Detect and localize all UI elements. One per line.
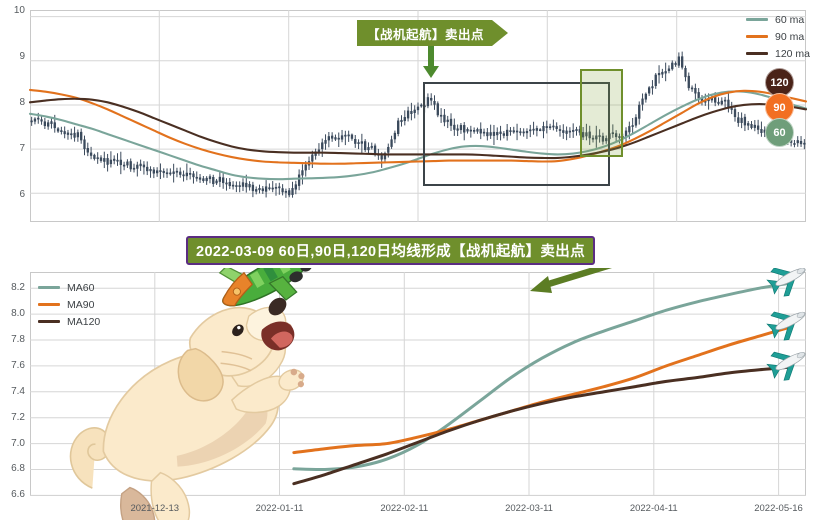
top-chart-legend: 60 ma 90 ma 120 ma — [746, 12, 810, 63]
bottom-xtick-0: 2021-12-13 — [130, 503, 180, 514]
legend-item-120ma: 120 ma — [746, 46, 810, 61]
bottom-ytick-7_8: 7.8 — [11, 333, 25, 345]
bottom-xtick-5: 2022-05-16 — [754, 503, 803, 514]
legend-label-120ma: 120 ma — [775, 47, 811, 60]
page-title-text: 2022-03-09 60日,90日,120日均线形成【战机起航】卖出点 — [196, 244, 586, 260]
ma-badge-90-label: 90 — [773, 101, 786, 114]
bottom-ytick-6_8: 6.8 — [11, 463, 25, 475]
bottom-xtick-4: 2022-04-11 — [629, 503, 678, 514]
bottom-xtick-3: 2022-03-11 — [505, 503, 553, 514]
legend-item-ma90: MA90 — [38, 297, 100, 312]
bottom-ytick-6_6: 6.6 — [11, 489, 25, 501]
sell-signal-banner: 【战机起航】卖出点 — [357, 20, 509, 46]
ma-badge-120-label: 120 — [770, 76, 789, 89]
bottom-xtick-1: 2022-01-11 — [255, 503, 304, 514]
legend-label-ma120: MA120 — [67, 315, 101, 328]
legend-item-90ma: 90 ma — [746, 29, 810, 44]
ma-badge-120: 120 — [765, 68, 794, 97]
legend-label-90ma: 90 ma — [775, 30, 805, 43]
bottom-ytick-8_2: 8.2 — [11, 282, 25, 294]
top-ytick-9: 9 — [19, 51, 25, 62]
legend-swatch-60ma — [746, 18, 768, 21]
bottom-ytick-7_2: 7.2 — [11, 411, 25, 423]
bottom-ma-chart-panel: MA60 MA90 MA120 6.6 6.8 7.0 7.2 7.4 7.6 7.8 8.0… — [0, 268, 816, 520]
bottom-ytick-7_4: 7.4 — [11, 385, 25, 397]
legend-label-ma90: MA90 — [67, 298, 95, 311]
legend-item-ma120: MA120 — [38, 314, 100, 329]
focus-region-rect — [580, 69, 623, 157]
top-ytick-7: 7 — [19, 143, 25, 154]
ma-badge-60: 60 — [765, 118, 794, 147]
ma-badge-90: 90 — [765, 93, 794, 122]
bottom-ytick-8: 8.0 — [11, 308, 25, 320]
legend-item-60ma: 60 ma — [746, 12, 810, 27]
legend-item-ma60: MA60 — [38, 280, 100, 295]
bottom-xtick-2: 2022-02-11 — [380, 503, 429, 514]
bottom-chart-legend: MA60 MA90 MA120 — [38, 280, 100, 331]
legend-label-60ma: 60 ma — [775, 13, 805, 26]
legend-swatch-90ma — [746, 35, 768, 38]
legend-swatch-ma90 — [38, 303, 60, 306]
bottom-ytick-7: 7.0 — [11, 437, 25, 449]
ma-badge-60-label: 60 — [773, 126, 786, 139]
signal-region-rect — [423, 82, 610, 186]
bottom-plot-area — [30, 272, 806, 496]
legend-swatch-120ma — [746, 52, 768, 55]
legend-label-ma60: MA60 — [67, 281, 95, 294]
top-ytick-6: 6 — [19, 189, 25, 200]
sell-signal-banner-label: 【战机起航】卖出点 — [367, 27, 485, 42]
bottom-ytick-7_6: 7.6 — [11, 359, 25, 371]
top-ytick-10: 10 — [13, 5, 25, 16]
legend-swatch-ma60 — [38, 286, 60, 289]
legend-swatch-ma120 — [38, 320, 60, 323]
page-title: 2022-03-09 60日,90日,120日均线形成【战机起航】卖出点 — [186, 236, 596, 265]
top-ytick-8: 8 — [19, 97, 25, 108]
top-price-chart-panel: 10 9 8 7 6 【战机起航】卖出点 60 ma 90 ma — [0, 0, 816, 232]
